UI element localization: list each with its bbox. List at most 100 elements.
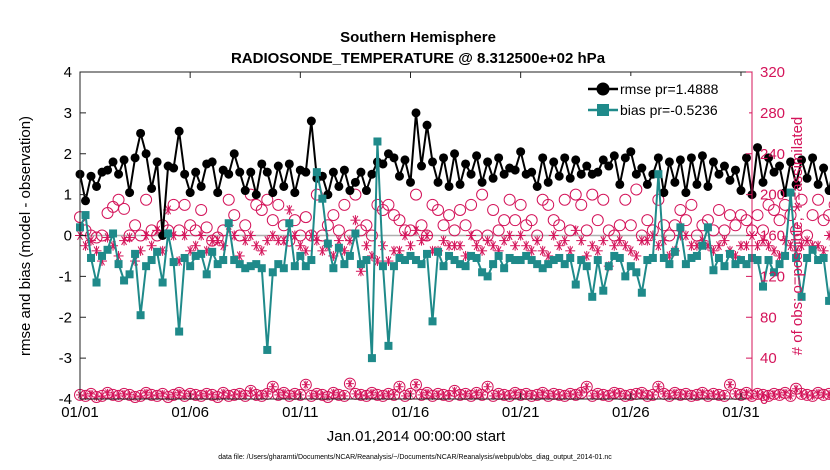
assimilated-obs-point [240, 235, 251, 246]
assimilated-obs-point [311, 235, 322, 246]
assimilated-obs-point [665, 391, 674, 400]
rmse-point [439, 153, 449, 163]
assimilated-obs-point [180, 391, 189, 400]
rmse-point [637, 163, 647, 173]
assimilated-obs-point [510, 240, 521, 251]
bias-point [582, 262, 591, 271]
possible-obs-point [437, 219, 450, 232]
possible-obs-point [195, 203, 208, 216]
legend-bias-marker [597, 104, 609, 116]
bias-point [665, 260, 674, 269]
x-tick-label: 01/26 [612, 404, 650, 421]
possible-obs-point [779, 198, 792, 211]
assimilated-obs-point [103, 388, 112, 397]
bias-point [186, 262, 195, 271]
bias-point [770, 268, 779, 277]
rmse-point [593, 167, 603, 177]
rmse-point [119, 155, 129, 165]
rmse-point [461, 159, 471, 169]
bias-point [725, 249, 734, 258]
assimilated-obs-point [312, 389, 321, 398]
possible-obs-point [410, 378, 422, 391]
bias-point [197, 249, 206, 258]
assimilated-obs-point [284, 204, 295, 215]
assimilated-obs-point [197, 391, 206, 400]
assimilated-obs-point [537, 245, 548, 256]
rmse-point [664, 157, 674, 167]
possible-obs-point [448, 224, 461, 237]
assimilated-obs-point [439, 390, 448, 399]
assimilated-obs-point [191, 390, 200, 399]
assimilated-obs-point [301, 380, 310, 389]
assimilated-obs-point [770, 389, 779, 398]
assimilated-obs-point [350, 215, 361, 226]
bias-point [703, 223, 712, 232]
rmse-point [224, 169, 234, 179]
rmse-point [141, 149, 151, 159]
y-left-tick-label: 4 [64, 64, 72, 81]
bias-point [307, 256, 316, 265]
assimilated-obs-point [153, 391, 162, 400]
rmse-point [130, 153, 140, 163]
rmse-point [472, 151, 482, 161]
assimilated-obs-point [632, 389, 641, 398]
possible-obs-point [415, 219, 428, 232]
assimilated-obs-point [566, 389, 575, 398]
rmse-point [582, 161, 592, 171]
assimilated-obs-point [570, 225, 581, 236]
bias-point [263, 345, 272, 354]
assimilated-obs-point [263, 389, 272, 398]
bias-point [81, 211, 90, 220]
bias-point [235, 260, 244, 269]
bias-point [461, 262, 470, 271]
rmse-point [411, 108, 421, 118]
possible-obs-point [657, 219, 670, 232]
assimilated-obs-point [488, 240, 499, 251]
assimilated-obs-point [267, 230, 278, 241]
rmse-point [450, 149, 460, 159]
legend-rmse-marker [596, 82, 610, 96]
bias-point [378, 262, 387, 271]
assimilated-obs-point [120, 389, 129, 398]
rmse-point [235, 167, 245, 177]
bias-point [318, 194, 327, 203]
bias-point [483, 272, 492, 281]
assimilated-obs-point [141, 230, 152, 241]
assimilated-obs-point [356, 390, 365, 399]
assimilated-obs-point [384, 389, 393, 398]
bias-point [637, 288, 646, 297]
possible-obs-point [443, 209, 456, 222]
bias-point [142, 262, 151, 271]
bias-point [759, 282, 768, 291]
bias-point [87, 253, 96, 262]
legend-rmse-label: rmse pr=1.4888 [620, 81, 719, 97]
y-left-tick-label: 0 [64, 228, 72, 245]
assimilated-obs-point [725, 380, 734, 389]
rmse-point [620, 153, 630, 163]
bias-point [505, 253, 514, 262]
rmse-point [92, 181, 102, 191]
rmse-point [598, 155, 608, 165]
bias-point [362, 256, 371, 265]
rmse-point [466, 169, 476, 179]
possible-obs-point [343, 377, 356, 390]
assimilated-obs-point [477, 245, 488, 256]
assimilated-obs-point [87, 389, 96, 398]
rmse-point [433, 177, 443, 187]
assimilated-obs-point [554, 240, 565, 251]
bias-point [329, 264, 338, 273]
assimilated-obs-point [235, 389, 244, 398]
bias-point [92, 278, 101, 287]
assimilated-obs-point [109, 390, 118, 399]
assimilated-obs-point [329, 388, 338, 397]
rmse-point [642, 179, 652, 189]
assimilated-obs-point [489, 391, 498, 400]
assimilated-obs-point [576, 235, 587, 246]
bias-point [786, 188, 795, 197]
bias-point [450, 256, 459, 265]
rmse-point [791, 179, 801, 189]
bias-point [373, 137, 382, 146]
bias-point [731, 260, 740, 269]
bias-point [434, 247, 443, 256]
